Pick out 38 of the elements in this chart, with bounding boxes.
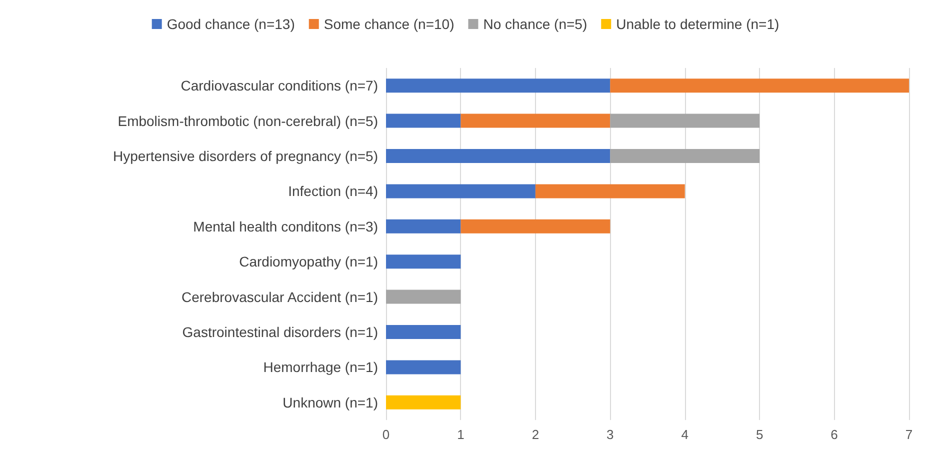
bar xyxy=(386,149,610,163)
x-tick-label: 5 xyxy=(756,427,764,442)
y-tick-label: Cardiomyopathy (n=1) xyxy=(239,254,378,270)
legend-label: Some chance (n=10) xyxy=(324,16,454,32)
y-tick-label: Embolism-thrombotic (non-cerebral) (n=5) xyxy=(118,112,378,129)
bar xyxy=(386,395,461,410)
bar xyxy=(386,114,461,128)
bar xyxy=(460,114,610,128)
x-tick-label: 0 xyxy=(382,427,390,442)
bar xyxy=(610,78,909,93)
bar xyxy=(386,325,461,339)
legend-label: Unable to determine (n=1) xyxy=(616,16,780,32)
bar xyxy=(386,184,536,198)
x-tick-label: 6 xyxy=(830,427,838,442)
y-tick-label: Cardiovascular conditions (n=7) xyxy=(180,78,378,94)
bar xyxy=(535,184,685,198)
bar xyxy=(386,78,610,93)
y-tick-label: Infection (n=4) xyxy=(288,183,378,200)
x-tick-label: 3 xyxy=(606,427,614,442)
y-tick-label: Hemorrhage (n=1) xyxy=(263,359,378,376)
bar xyxy=(386,219,461,234)
y-tick-label: Gastrointestinal disorders (n=1) xyxy=(182,324,378,340)
bar xyxy=(386,360,461,374)
bar xyxy=(460,219,610,234)
x-tick-label: 7 xyxy=(905,427,913,442)
y-tick-label: Unknown (n=1) xyxy=(282,394,378,410)
y-tick-label: Mental health conditons (n=3) xyxy=(193,218,378,234)
legend-label: No chance (n=5) xyxy=(483,16,588,32)
bar xyxy=(386,254,461,269)
y-tick-label: Cerebrovascular Accident (n=1) xyxy=(182,288,378,305)
bar xyxy=(610,114,760,128)
x-tick-label: 4 xyxy=(681,427,688,442)
x-tick-label: 2 xyxy=(532,427,540,442)
bar xyxy=(610,149,760,163)
legend-label: Good chance (n=13) xyxy=(166,16,295,32)
x-tick-label: 1 xyxy=(457,427,464,442)
bar xyxy=(386,290,461,304)
y-tick-label: Hypertensive disorders of pregnancy (n=5) xyxy=(113,148,378,164)
